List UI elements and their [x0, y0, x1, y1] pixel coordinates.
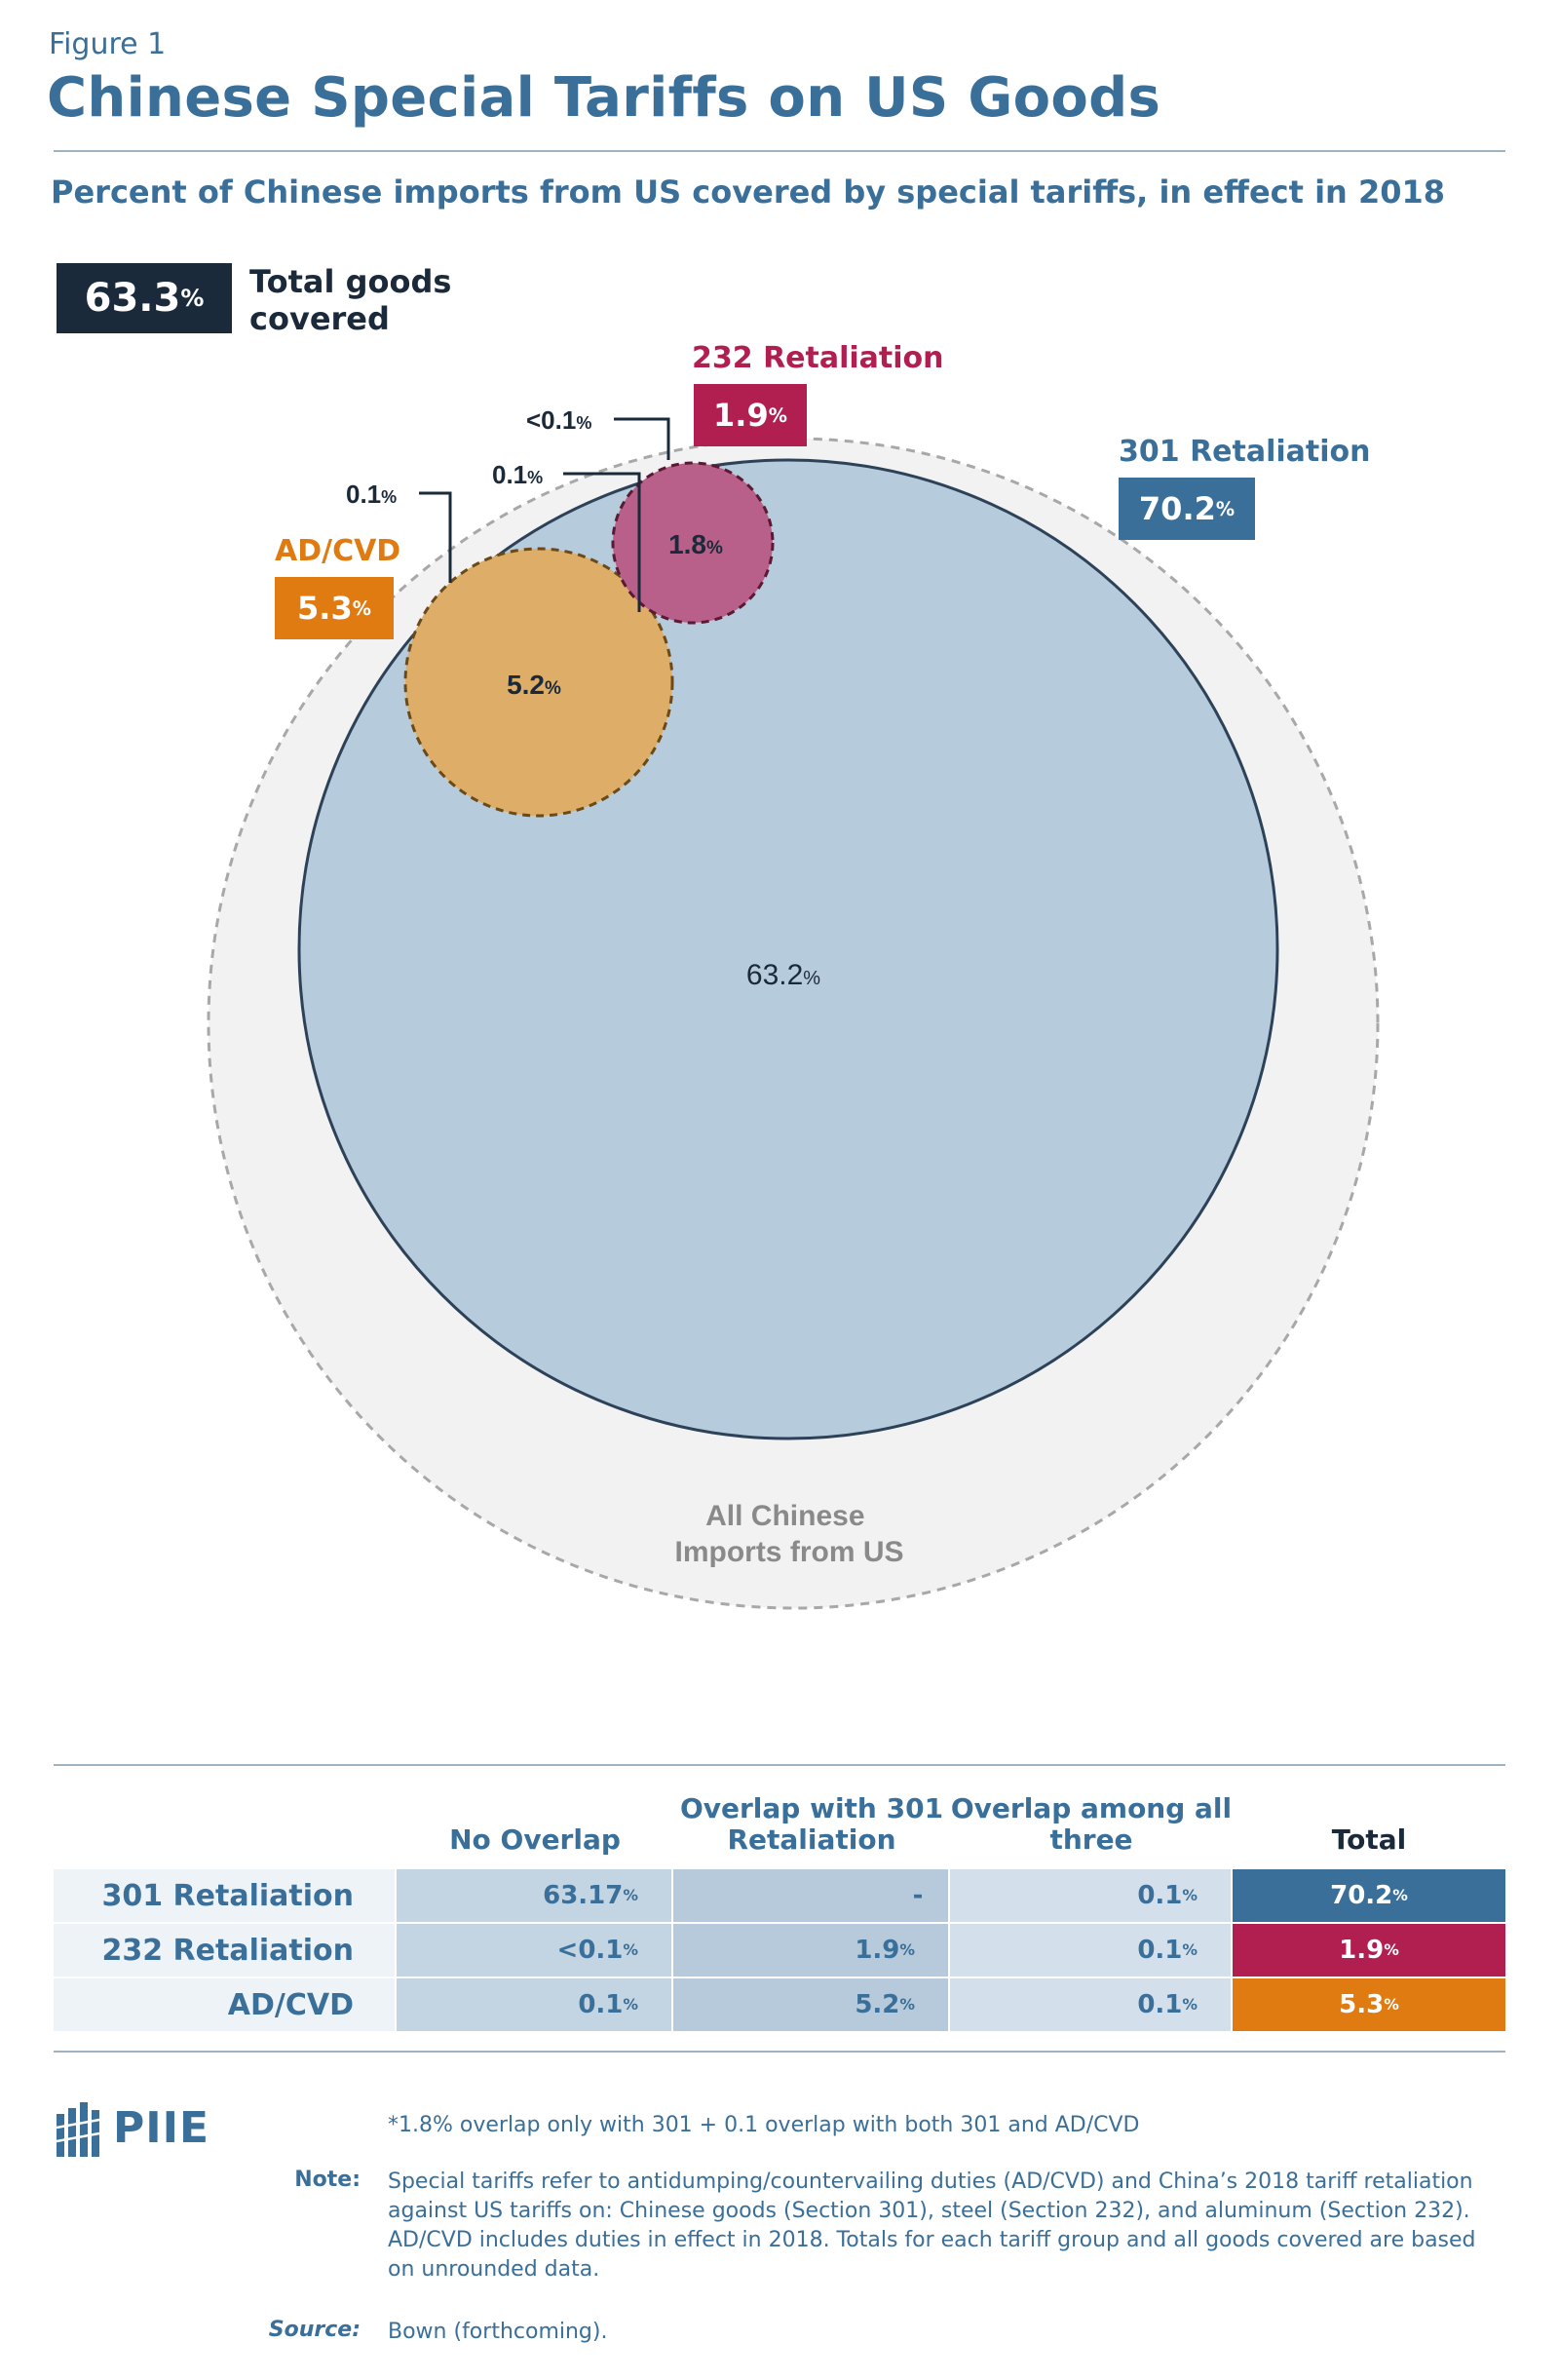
universe-label: All Chinese Imports from US [674, 1500, 903, 1568]
table-cell: 63.17% [397, 1869, 671, 1922]
set-301-only-value: 63.2% [746, 959, 820, 991]
col-header-overlap-301: Overlap with 301 Retaliation [679, 1792, 944, 1856]
title-divider [54, 150, 1505, 152]
table-cell: 0.1% [950, 1924, 1231, 1977]
table-cell-total: 70.2% [1233, 1869, 1505, 1922]
set-adcvd-only-value: 5.2% [507, 670, 561, 700]
callout-line-01-a [563, 472, 641, 612]
row-label-adcvd: AD/CVD [54, 1978, 395, 2031]
total-unit: % [180, 285, 205, 312]
note-text: Special tariffs refer to antidumping/cou… [388, 2169, 1476, 2282]
set-232-circle [611, 461, 775, 625]
set-232-total: 1.9 [713, 397, 769, 434]
table-cell: 0.1% [950, 1978, 1231, 2031]
row-label-232: 232 Retaliation [54, 1924, 395, 1977]
venn-diagram: <0.1% 0.1% 0.1% 1.8% 5.2% 63.2% All Chin… [207, 405, 1380, 1610]
callout-01-b: 0.1% [346, 480, 397, 509]
col-header-no-overlap: No Overlap [449, 1823, 621, 1856]
table-cell: <0.1% [397, 1924, 671, 1977]
note-label: Note: [294, 2168, 361, 2192]
table-cell: 0.1% [397, 1978, 671, 2031]
set-adcvd-total-badge: 5.3% [275, 577, 394, 639]
set-301-total-badge: 70.2% [1119, 478, 1255, 540]
callout-01-a: 0.1% [492, 460, 543, 489]
table-cell: 0.1% [950, 1869, 1231, 1922]
row-label-301: 301 Retaliation [54, 1869, 395, 1922]
piie-logo-text: PIIE [113, 2103, 210, 2153]
set-232-total-badge: 1.9% [694, 384, 807, 446]
piie-logo-icon [57, 2102, 100, 2157]
callout-line-lt01 [614, 417, 670, 460]
set-301-total: 70.2 [1138, 490, 1216, 527]
figure-label: Figure 1 [49, 27, 167, 61]
callout-lt01: <0.1% [526, 405, 591, 435]
col-header-overlap-all: Overlap among all three [950, 1792, 1233, 1856]
set-301-label: 301 Retaliation [1119, 435, 1371, 469]
footnote: *1.8% overlap only with 301 + 0.1 overla… [388, 2113, 1140, 2137]
table-cell-total: 5.3% [1233, 1978, 1505, 2031]
set-adcvd-total: 5.3 [297, 590, 353, 627]
table-cell: 5.2% [673, 1978, 948, 2031]
table-cell: 1.9% [673, 1924, 948, 1977]
set-232-label: 232 Retaliation [692, 341, 944, 375]
col-header-total: Total [1331, 1823, 1407, 1856]
table-bottom-rule [54, 2051, 1505, 2053]
chart-subtitle: Percent of Chinese imports from US cover… [51, 173, 1446, 211]
table-top-rule [54, 1764, 1505, 1766]
table-cell: - [673, 1869, 948, 1922]
set-adcvd-circle [403, 547, 674, 818]
set-adcvd-label: AD/CVD [275, 534, 401, 568]
callout-line-01-b [419, 491, 452, 583]
table-cell-total: 1.9% [1233, 1924, 1505, 1977]
total-covered-label: Total goods covered [249, 263, 452, 337]
total-covered-badge: 63.3% [57, 263, 232, 333]
source-text: Bown (forthcoming). [388, 2320, 608, 2344]
source-label: Source: [268, 2318, 361, 2342]
total-value: 63.3 [84, 276, 181, 321]
set-232-only-value: 1.8% [668, 529, 723, 559]
page-title: Chinese Special Tariffs on US Goods [47, 66, 1161, 130]
